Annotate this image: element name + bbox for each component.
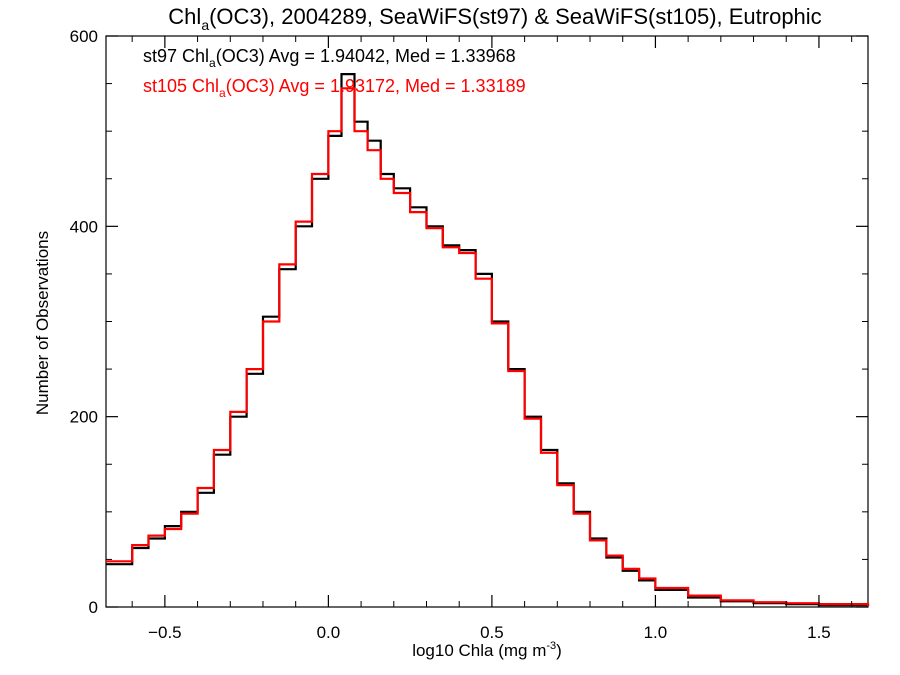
- y-tick-label-3: 600: [70, 27, 98, 46]
- y-tick-label-1: 200: [70, 408, 98, 427]
- ticks-layer: −0.5 0.0 0.5 1.0 1.5 0 200 400 600: [70, 27, 868, 642]
- x-tick-label-4: 1.5: [807, 623, 831, 642]
- plot-border: [105, 35, 869, 608]
- y-tick-label-0: 0: [89, 598, 98, 617]
- x-tick-label-3: 1.0: [644, 623, 668, 642]
- plot-frame: [105, 35, 869, 608]
- legend-annotation-st97: st97 Chla(OC3) Avg = 1.94042, Med = 1.33…: [143, 46, 516, 70]
- x-tick-label-1: 0.0: [317, 623, 341, 642]
- series-line-1: [106, 87, 870, 606]
- series-layer: [106, 73, 870, 607]
- x-axis-label: log10 Chla (mg m-3): [412, 640, 562, 660]
- series-line-0: [106, 73, 870, 607]
- chart-title: Chla(OC3), 2004289, SeaWiFS(st97) & SeaW…: [168, 4, 821, 33]
- y-axis-label: Number of Observations: [33, 231, 52, 415]
- legend-annotation-st105: st105 Chla(OC3) Avg = 1.93172, Med = 1.3…: [143, 76, 526, 100]
- x-tick-label-0: −0.5: [148, 623, 182, 642]
- y-tick-label-2: 400: [70, 217, 98, 236]
- x-tick-label-2: 0.5: [480, 623, 504, 642]
